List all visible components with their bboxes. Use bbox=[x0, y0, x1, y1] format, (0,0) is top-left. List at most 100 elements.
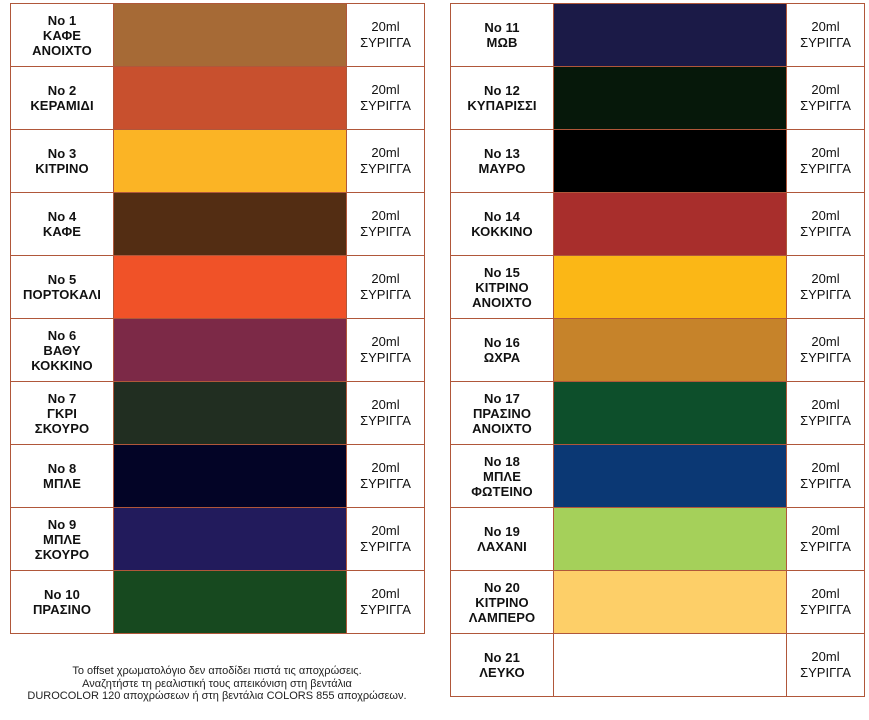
color-number: No 13 bbox=[484, 146, 520, 161]
volume-label: 20ml bbox=[371, 82, 400, 97]
color-number: No 14 bbox=[484, 209, 520, 224]
color-swatch bbox=[113, 444, 347, 508]
volume-label: 20ml bbox=[371, 271, 400, 286]
color-number: No 6 bbox=[47, 327, 77, 343]
color-name-line: ΚΙΤΡΙΝΟ bbox=[475, 594, 529, 610]
color-name-cell: No 8 ΜΠΛΕ bbox=[10, 444, 114, 508]
color-name-line: ΛΑΧΑΝΙ bbox=[477, 539, 527, 554]
color-number: No 15 bbox=[484, 264, 520, 280]
color-name-line: ΑΝΟΙΧΤΟ bbox=[472, 294, 532, 310]
package-size-cell: 20ml ΣΥΡΙΓΓΑ bbox=[786, 3, 865, 67]
volume-label: 20ml bbox=[811, 82, 840, 97]
color-swatch bbox=[553, 129, 787, 193]
color-number: No 16 bbox=[484, 335, 520, 350]
color-swatch bbox=[113, 570, 347, 634]
color-swatch bbox=[553, 381, 787, 445]
color-row: No 6 ΒΑΘΥ ΚΟΚΚΙΝΟ 20ml ΣΥΡΙΓΓΑ bbox=[10, 318, 425, 382]
volume-label: 20ml bbox=[811, 649, 840, 664]
package-size-cell: 20ml ΣΥΡΙΓΓΑ bbox=[786, 129, 865, 193]
volume-label: 20ml bbox=[371, 19, 400, 34]
color-swatch bbox=[553, 507, 787, 571]
package-size-cell: 20ml ΣΥΡΙΓΓΑ bbox=[346, 381, 425, 445]
color-name-line: ΓΚΡΙ bbox=[47, 405, 77, 421]
package-type-label: ΣΥΡΙΓΓΑ bbox=[800, 350, 851, 365]
color-row: No 20 ΚΙΤΡΙΝΟ ΛΑΜΠΕΡΟ 20ml ΣΥΡΙΓΓΑ bbox=[450, 570, 865, 634]
color-name-cell: No 17 ΠΡΑΣΙΝΟ ΑΝΟΙΧΤΟ bbox=[450, 381, 554, 445]
package-type-label: ΣΥΡΙΓΓΑ bbox=[360, 476, 411, 491]
volume-label: 20ml bbox=[371, 460, 400, 475]
volume-label: 20ml bbox=[811, 460, 840, 475]
color-name-line: ΑΝΟΙΧΤΟ bbox=[472, 420, 532, 436]
color-number: No 4 bbox=[47, 209, 77, 224]
color-number: No 20 bbox=[484, 579, 520, 595]
color-swatch bbox=[113, 192, 347, 256]
color-name-cell: No 2 ΚΕΡΑΜΙΔΙ bbox=[10, 66, 114, 130]
package-size-cell: 20ml ΣΥΡΙΓΓΑ bbox=[786, 318, 865, 382]
color-row: No 1 ΚΑΦΕ ΑΝΟΙΧΤΟ 20ml ΣΥΡΙΓΓΑ bbox=[10, 3, 425, 67]
color-swatch bbox=[113, 255, 347, 319]
color-name-line: ΠΡΑΣΙΝΟ bbox=[472, 405, 532, 421]
color-name-line: ΚΙΤΡΙΝΟ bbox=[475, 279, 529, 295]
color-row: No 11 ΜΩΒ 20ml ΣΥΡΙΓΓΑ bbox=[450, 3, 865, 67]
color-swatch bbox=[553, 66, 787, 130]
package-size-cell: 20ml ΣΥΡΙΓΓΑ bbox=[346, 444, 425, 508]
package-type-label: ΣΥΡΙΓΓΑ bbox=[800, 665, 851, 680]
color-name-cell: No 18 ΜΠΛΕ ΦΩΤΕΙΝΟ bbox=[450, 444, 554, 508]
color-name-line: ΚΥΠΑΡΙΣΣΙ bbox=[467, 98, 537, 113]
color-name-cell: No 1 ΚΑΦΕ ΑΝΟΙΧΤΟ bbox=[10, 3, 114, 67]
color-name-line: ΩΧΡΑ bbox=[483, 350, 521, 365]
package-size-cell: 20ml ΣΥΡΙΓΓΑ bbox=[786, 444, 865, 508]
color-row: No 5 ΠΟΡΤΟΚΑΛΙ 20ml ΣΥΡΙΓΓΑ bbox=[10, 255, 425, 319]
color-name-line: ΚΟΚΚΙΝΟ bbox=[31, 357, 93, 373]
color-row: No 7 ΓΚΡΙ ΣΚΟΥΡΟ 20ml ΣΥΡΙΓΓΑ bbox=[10, 381, 425, 445]
volume-label: 20ml bbox=[371, 523, 400, 538]
color-name-line: ΒΑΘΥ bbox=[43, 342, 81, 358]
disclaimer-line: DUROCOLOR 120 αποχρώσεων ή στη βεντάλια … bbox=[27, 690, 407, 702]
color-swatch bbox=[113, 507, 347, 571]
color-number: No 17 bbox=[484, 390, 520, 406]
package-type-label: ΣΥΡΙΓΓΑ bbox=[360, 35, 411, 50]
package-size-cell: 20ml ΣΥΡΙΓΓΑ bbox=[346, 318, 425, 382]
color-row: No 3 ΚΙΤΡΙΝΟ 20ml ΣΥΡΙΓΓΑ bbox=[10, 129, 425, 193]
package-size-cell: 20ml ΣΥΡΙΓΓΑ bbox=[346, 129, 425, 193]
color-swatch bbox=[113, 129, 347, 193]
color-name-line: ΛΕΥΚΟ bbox=[479, 665, 525, 680]
package-size-cell: 20ml ΣΥΡΙΓΓΑ bbox=[346, 66, 425, 130]
color-number: No 21 bbox=[484, 650, 520, 665]
color-name-line: ΚΟΚΚΙΝΟ bbox=[471, 224, 533, 239]
package-type-label: ΣΥΡΙΓΓΑ bbox=[800, 539, 851, 554]
color-name-line: ΠΟΡΤΟΚΑΛΙ bbox=[23, 287, 101, 302]
color-row: No 17 ΠΡΑΣΙΝΟ ΑΝΟΙΧΤΟ 20ml ΣΥΡΙΓΓΑ bbox=[450, 381, 865, 445]
volume-label: 20ml bbox=[811, 523, 840, 538]
color-name-cell: No 11 ΜΩΒ bbox=[450, 3, 554, 67]
color-table-right: No 11 ΜΩΒ 20ml ΣΥΡΙΓΓΑ No 12 ΚΥΠΑΡΙΣΣΙ 20ml ΣΥΡ… bbox=[450, 3, 865, 697]
color-name-line: ΑΝΟΙΧΤΟ bbox=[32, 42, 92, 58]
color-name-line: ΦΩΤΕΙΝΟ bbox=[471, 483, 533, 499]
package-type-label: ΣΥΡΙΓΓΑ bbox=[360, 350, 411, 365]
package-type-label: ΣΥΡΙΓΓΑ bbox=[800, 224, 851, 239]
volume-label: 20ml bbox=[811, 145, 840, 160]
package-size-cell: 20ml ΣΥΡΙΓΓΑ bbox=[346, 3, 425, 67]
package-type-label: ΣΥΡΙΓΓΑ bbox=[360, 413, 411, 428]
color-name-cell: No 12 ΚΥΠΑΡΙΣΣΙ bbox=[450, 66, 554, 130]
color-name-line: ΜΑΥΡΟ bbox=[478, 161, 526, 176]
color-name-cell: No 13 ΜΑΥΡΟ bbox=[450, 129, 554, 193]
color-row: No 19 ΛΑΧΑΝΙ 20ml ΣΥΡΙΓΓΑ bbox=[450, 507, 865, 571]
color-swatch bbox=[113, 66, 347, 130]
color-row: No 14 ΚΟΚΚΙΝΟ 20ml ΣΥΡΙΓΓΑ bbox=[450, 192, 865, 256]
color-number: No 12 bbox=[484, 83, 520, 98]
color-name-cell: No 20 ΚΙΤΡΙΝΟ ΛΑΜΠΕΡΟ bbox=[450, 570, 554, 634]
volume-label: 20ml bbox=[371, 334, 400, 349]
color-number: No 8 bbox=[47, 461, 77, 476]
color-number: No 3 bbox=[47, 146, 77, 161]
color-name-cell: No 4 ΚΑΦΕ bbox=[10, 192, 114, 256]
color-row: No 12 ΚΥΠΑΡΙΣΣΙ 20ml ΣΥΡΙΓΓΑ bbox=[450, 66, 865, 130]
volume-label: 20ml bbox=[811, 19, 840, 34]
color-swatch bbox=[553, 444, 787, 508]
color-name-cell: No 9 ΜΠΛΕ ΣΚΟΥΡΟ bbox=[10, 507, 114, 571]
color-table-left: No 1 ΚΑΦΕ ΑΝΟΙΧΤΟ 20ml ΣΥΡΙΓΓΑ No 2 ΚΕΡΑΜΙΔΙ 20… bbox=[10, 3, 425, 634]
color-name-line: ΜΠΛΕ bbox=[483, 468, 521, 484]
color-swatch bbox=[113, 318, 347, 382]
color-name-cell: No 14 ΚΟΚΚΙΝΟ bbox=[450, 192, 554, 256]
color-number: No 5 bbox=[47, 272, 77, 287]
